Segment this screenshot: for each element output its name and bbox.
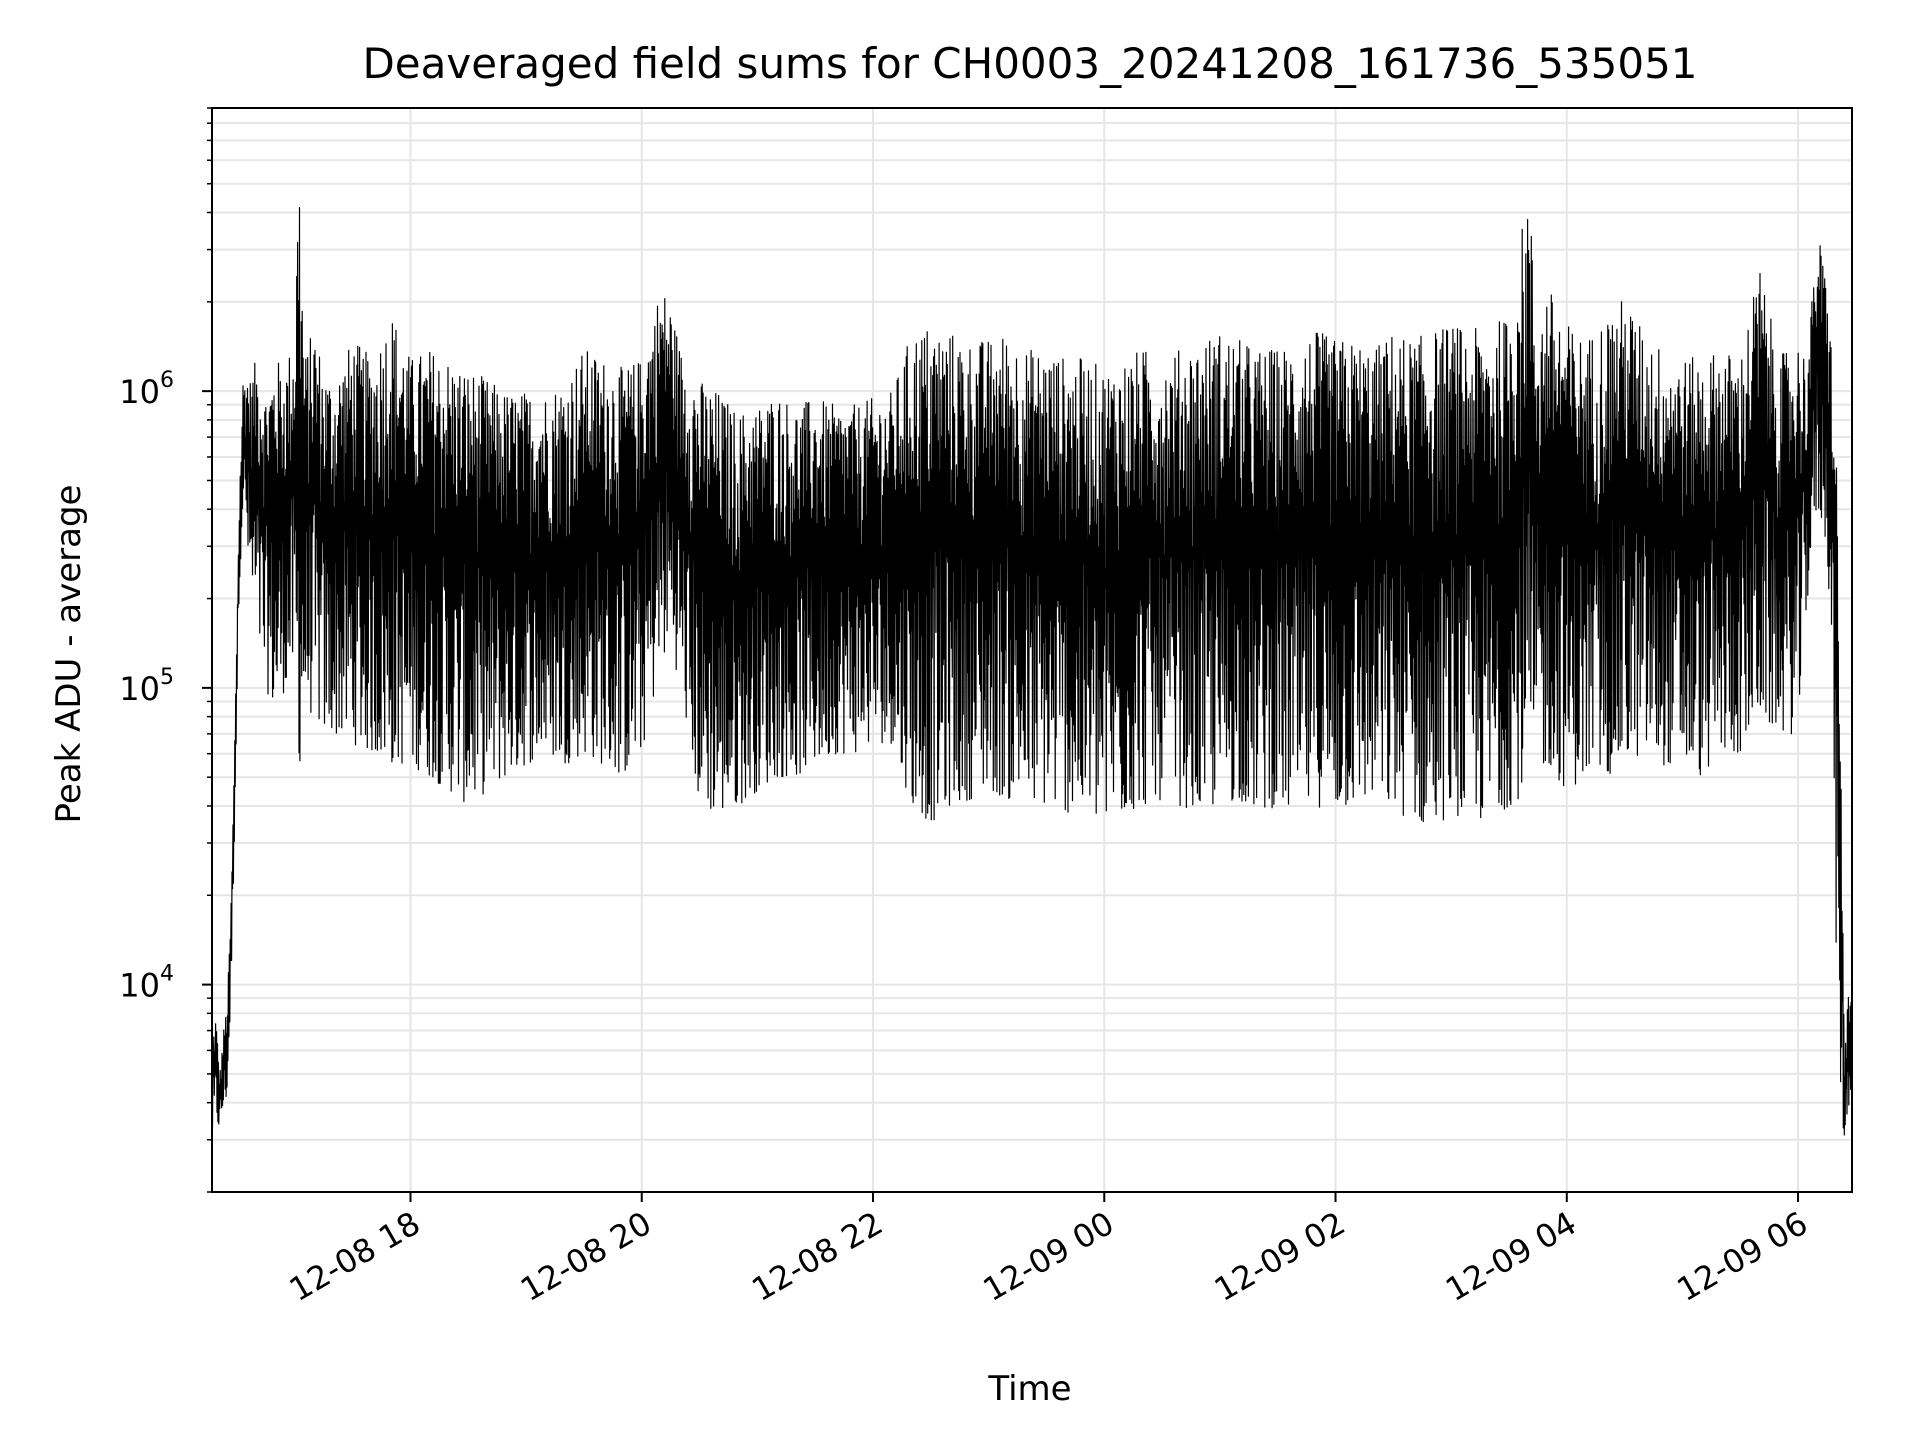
series-path xyxy=(211,207,1853,1136)
x-axis-label: Time xyxy=(987,1369,1071,1409)
chart-title: Deaveraged field sums for CH0003_2024120… xyxy=(362,39,1697,88)
y-tick-label: 105 xyxy=(119,665,174,708)
y-axis-label: Peak ADU - average xyxy=(49,485,89,824)
plot-frame xyxy=(211,107,1853,1193)
series-line xyxy=(211,207,1853,1136)
y-tick-label: 106 xyxy=(119,368,174,411)
y-tick-label: 104 xyxy=(119,962,174,1005)
